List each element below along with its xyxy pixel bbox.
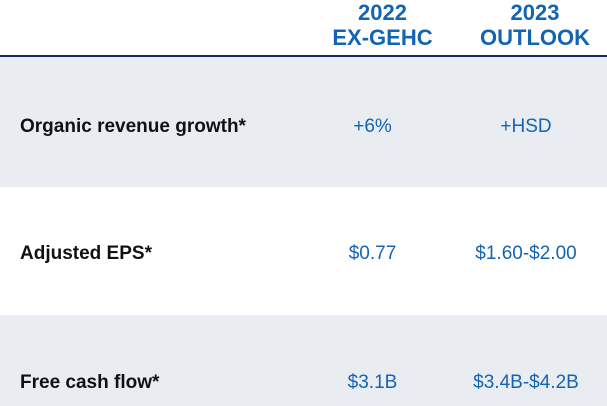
value-2023: $3.4B-$4.2B: [473, 372, 579, 393]
value-2022: $0.77: [348, 243, 397, 264]
table-row-organic-revenue: Organic revenue growth* +6% +HSD: [0, 57, 607, 187]
column-header-year: 2023: [510, 0, 560, 25]
table-header: 2022 EX-GEHC 2023 OUTLOOK: [0, 0, 607, 57]
column-header-2022: 2022 EX-GEHC: [300, 0, 465, 50]
column-header-subtitle: OUTLOOK: [480, 25, 590, 50]
table-row-adjusted-eps: Adjusted EPS* $0.77 $1.60-$2.00: [0, 187, 607, 315]
value-2022: +6%: [353, 116, 392, 137]
value-2022: $3.1B: [347, 372, 398, 393]
header-divider: [0, 55, 607, 57]
value-2023: +HSD: [500, 116, 552, 137]
column-header-subtitle: EX-GEHC: [332, 25, 433, 50]
row-label: Organic revenue growth*: [20, 116, 246, 137]
row-label: Adjusted EPS*: [20, 243, 152, 264]
column-header-2023: 2023 OUTLOOK: [445, 0, 607, 50]
table-row-free-cash-flow: Free cash flow* $3.1B $3.4B-$4.2B: [0, 315, 607, 406]
row-label: Free cash flow*: [20, 372, 160, 393]
column-header-year: 2022: [358, 0, 407, 25]
value-2023: $1.60-$2.00: [475, 243, 577, 264]
